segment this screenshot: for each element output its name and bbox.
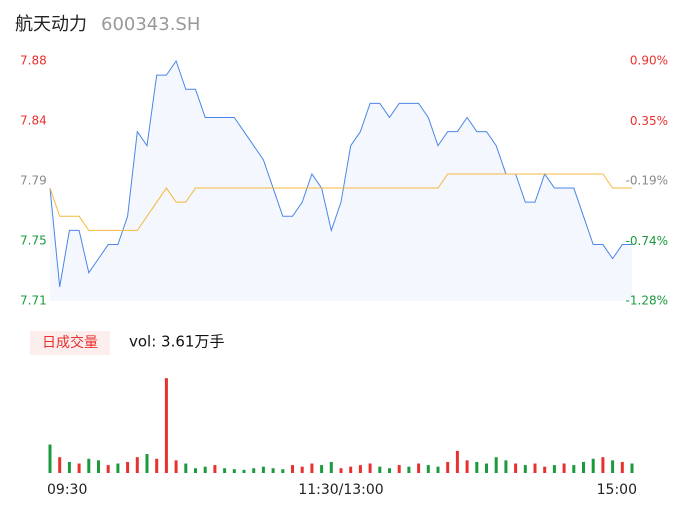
volume-bar	[126, 461, 130, 473]
volume-bar	[135, 457, 139, 473]
volume-bar	[194, 468, 197, 473]
volume-bar	[261, 466, 265, 473]
x-tick-label: 09:30	[47, 482, 87, 498]
y-tick-label: 7.88	[20, 54, 47, 68]
volume-button-bg	[30, 331, 110, 355]
volume-bar	[562, 463, 566, 473]
volume-bar	[300, 466, 304, 473]
volume-bar	[232, 469, 236, 473]
volume-bar	[417, 463, 421, 473]
volume-bar	[630, 463, 634, 473]
volume-bar	[213, 465, 217, 473]
volume-bar	[514, 463, 518, 473]
volume-bar	[620, 461, 624, 473]
chart-subtitle: 600343.SH	[101, 14, 200, 35]
volume-bar	[310, 463, 314, 473]
volume-bar	[388, 468, 391, 473]
volume-bar	[97, 460, 100, 473]
volume-bar	[582, 461, 585, 473]
volume-bar	[349, 466, 353, 473]
y2-tick-label: 0.90%	[630, 54, 668, 68]
volume-bar	[572, 465, 576, 473]
volume-bar	[436, 466, 440, 473]
volume-bar	[145, 454, 149, 473]
volume-bar	[329, 461, 333, 473]
volume-bar	[58, 457, 62, 473]
volume-bar	[77, 463, 81, 473]
y-tick-label: 7.75	[20, 234, 47, 248]
volume-bar	[67, 461, 71, 473]
volume-bar	[475, 461, 479, 473]
volume-bar	[223, 468, 227, 473]
y-tick-label: 7.84	[20, 114, 47, 128]
y2-tick-label: -1.28%	[626, 294, 668, 308]
volume-bar	[184, 463, 188, 473]
volume-bar	[368, 463, 372, 473]
volume-bar	[271, 468, 275, 473]
volume-bar	[591, 458, 595, 473]
volume-bar	[116, 463, 120, 473]
volume-bar	[358, 465, 362, 473]
volume-bar	[407, 466, 411, 473]
volume-bar	[281, 469, 285, 473]
volume-bar	[320, 465, 324, 473]
volume-bar	[155, 458, 159, 473]
y-tick-label: 7.79	[20, 174, 47, 188]
volume-bar	[242, 469, 246, 473]
volume-bar	[494, 457, 498, 473]
price-line	[49, 59, 632, 287]
volume-button: 日成交量	[42, 334, 98, 351]
volume-bar	[397, 465, 401, 473]
volume-bar	[203, 466, 207, 473]
volume-bar	[164, 378, 168, 473]
x-tick-label: 11:30/13:00	[298, 482, 383, 498]
volume-bar	[533, 463, 537, 473]
volume-bar	[523, 465, 527, 473]
volume-bar	[465, 460, 469, 473]
volume-bar	[601, 457, 605, 473]
y2-tick-label: 0.35%	[630, 114, 668, 128]
volume-bar	[339, 468, 343, 473]
volume-bar	[87, 458, 91, 473]
volume-bar	[552, 465, 556, 473]
average-line	[49, 173, 632, 231]
volume-bar	[48, 444, 52, 473]
volume-bar	[446, 461, 450, 473]
y2-tick-label: -0.74%	[626, 234, 668, 248]
volume-bar	[291, 465, 294, 473]
volume-bar	[455, 450, 459, 473]
volume-label: vol: 3.61万手	[129, 333, 224, 351]
chart-title: 航天动力	[15, 14, 87, 35]
volume-bar	[543, 466, 547, 473]
volume-bar	[106, 465, 110, 473]
volume-bar	[611, 460, 615, 473]
volume-bar	[252, 468, 256, 473]
volume-bar	[174, 460, 178, 473]
y2-tick-label: -0.19%	[626, 174, 668, 188]
volume-bar	[485, 463, 488, 473]
volume-bar	[378, 466, 382, 473]
volume-bar	[504, 460, 508, 473]
volume-bar	[426, 465, 430, 473]
y-tick-label: 7.71	[20, 294, 47, 308]
price-area	[50, 61, 632, 301]
x-tick-label: 15:00	[597, 482, 637, 498]
